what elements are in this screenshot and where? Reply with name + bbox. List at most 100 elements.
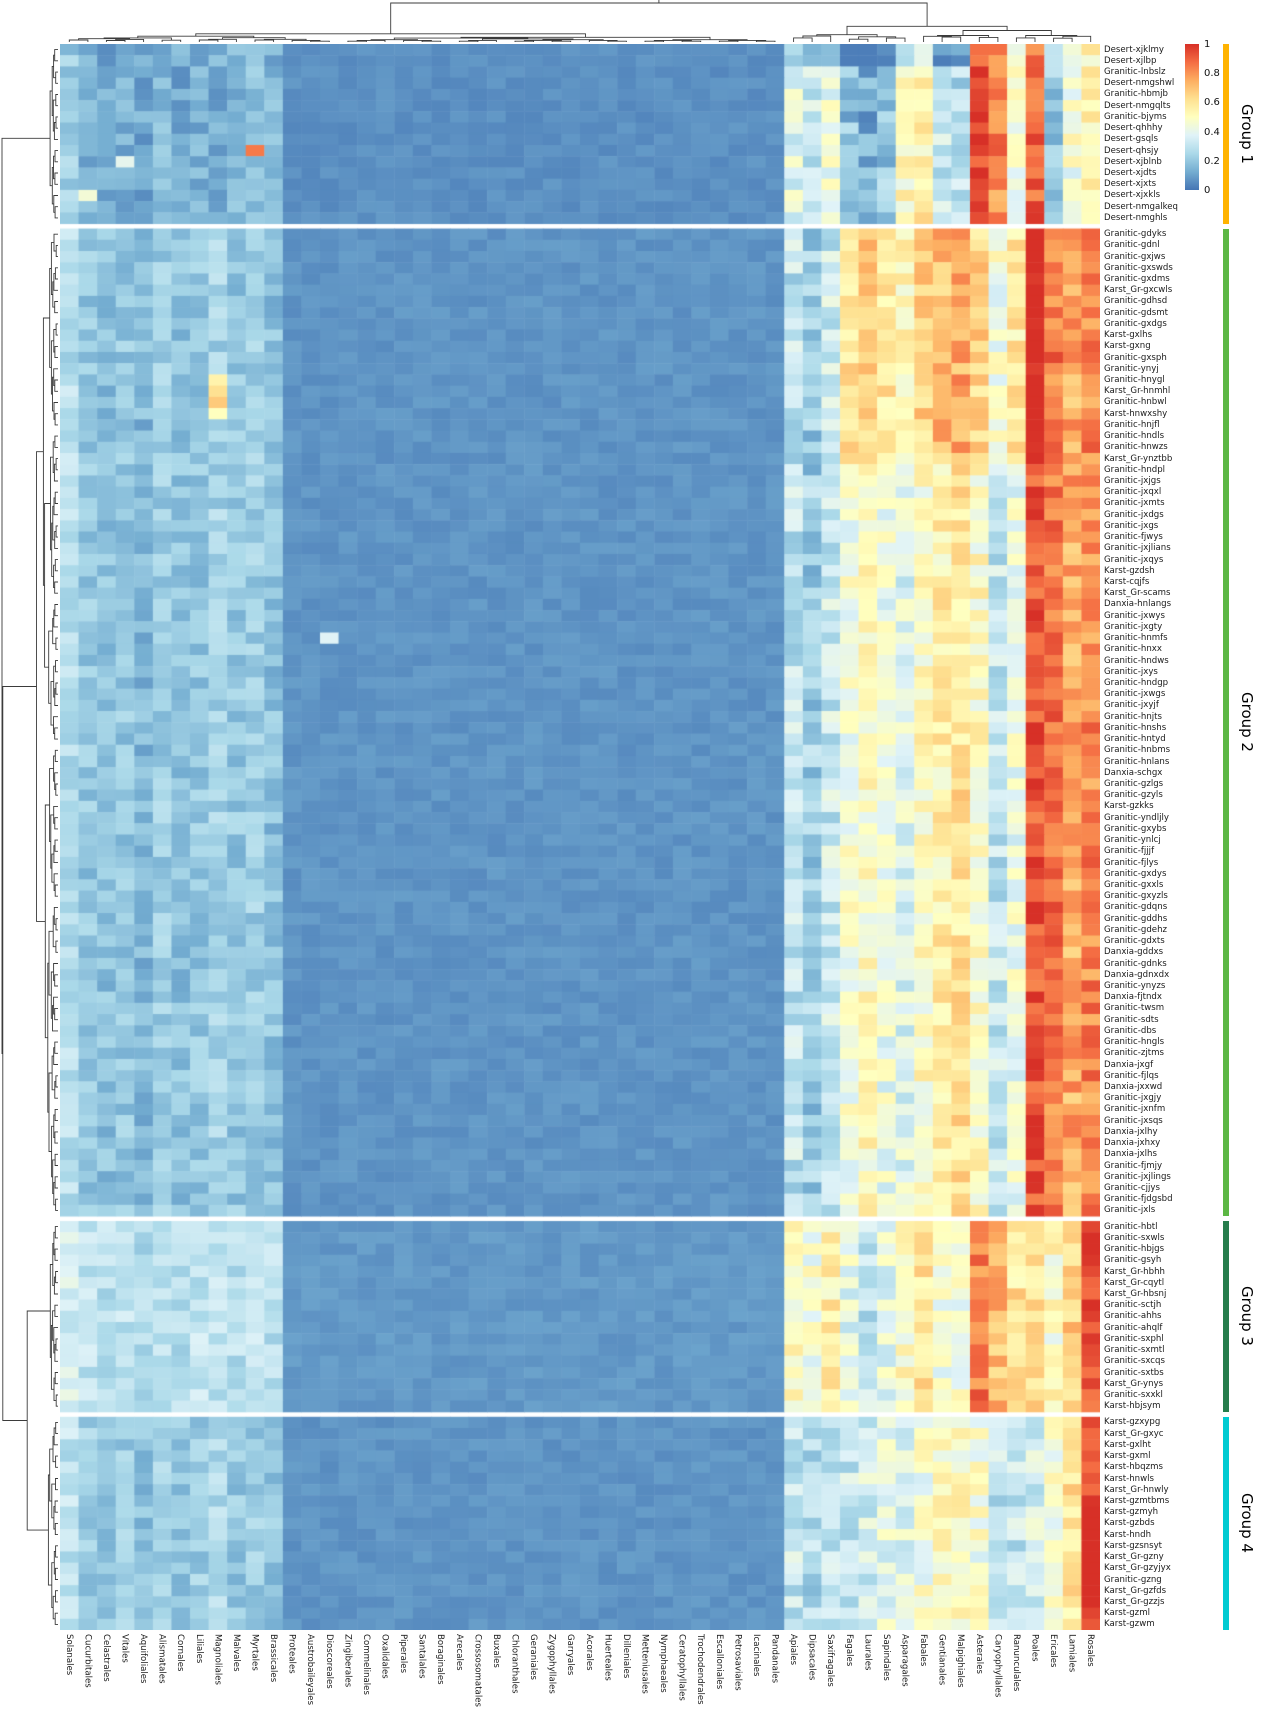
row-label: Danxia-jxxwd: [1104, 1081, 1163, 1092]
row-label: Granitic-twsm: [1104, 1003, 1165, 1014]
row-label: Granitic-gdhsd: [1104, 296, 1168, 307]
row-label: Granitic-hbmjb: [1104, 89, 1168, 100]
row-label: Desert-nmgalkeq: [1104, 201, 1179, 212]
column-label: Pandanales: [769, 1634, 780, 1684]
column-label: Asparagales: [899, 1634, 910, 1687]
row-label: Granitic-gzng: [1104, 1574, 1162, 1585]
row-label: Karst_Gr-hbsnj: [1104, 1288, 1167, 1299]
row-label: Karst_Gr-scams: [1104, 588, 1171, 599]
column-label: Cucurbitales: [82, 1634, 93, 1688]
row-label: Granitic-yndljly: [1104, 812, 1169, 823]
column-label: Alismatales: [156, 1634, 167, 1684]
column-label: Brassicales: [268, 1634, 279, 1683]
column-label: Oxalidales: [379, 1634, 390, 1679]
group-annotation-bar: [1223, 44, 1229, 224]
row-label: Desert-nmgqlts: [1104, 100, 1171, 111]
row-label: Danxia-jxhxy: [1104, 1138, 1161, 1149]
row-label: Karst_Gr-gxcwls: [1104, 285, 1173, 296]
row-label: Granitic-jxwgs: [1104, 689, 1166, 700]
column-label: Malvales: [230, 1634, 241, 1672]
column-label: Arecales: [453, 1634, 464, 1671]
group-annotation-bar: [1223, 1221, 1229, 1412]
row-label: Karst_Gr-gzny: [1104, 1552, 1164, 1563]
row-label: Danxia-jxgf: [1104, 1059, 1154, 1070]
row-label: Granitic-dbs: [1104, 1025, 1157, 1036]
row-label: Granitic-gdsmt: [1104, 307, 1169, 318]
row-label: Granitic-sxtbs: [1104, 1367, 1164, 1378]
row-label: Granitic-jxls: [1104, 1205, 1156, 1216]
row-label: Granitic-hnjts: [1104, 711, 1163, 722]
column-label: Zingiberales: [342, 1634, 353, 1688]
row-label: Karst-hbqzms: [1104, 1462, 1163, 1473]
row-label: Karst_Gr-ynys: [1104, 1378, 1164, 1389]
row-label: Granitic-ynlcj: [1104, 835, 1161, 846]
row-label: Karst-hbjsym: [1104, 1401, 1161, 1412]
row-label: Granitic-hbjgs: [1104, 1244, 1165, 1255]
column-label: Boraginales: [435, 1634, 446, 1685]
row-label: Granitic-hnxx: [1104, 644, 1162, 655]
row-label: Granitic-gzlgs: [1104, 779, 1164, 789]
row-label: Granitic-gxdgs: [1104, 318, 1167, 329]
row-label: Granitic-jxwys: [1104, 610, 1165, 621]
row-label: Granitic-jxys: [1104, 666, 1158, 677]
column-label: Geraniales: [528, 1634, 539, 1680]
column-label: Ceratophyllales: [676, 1634, 687, 1701]
row-label: Danxia-jxlhs: [1104, 1149, 1157, 1160]
row-label: Granitic-hnshs: [1104, 722, 1167, 733]
group-label: Group 2: [1238, 692, 1256, 753]
column-label: Acorales: [583, 1634, 594, 1671]
column-label: Dilleniales: [620, 1634, 631, 1679]
row-label: Danxia-jxlhy: [1104, 1126, 1158, 1137]
column-label: Sapindales: [880, 1634, 891, 1681]
row-label: Desert-nmghls: [1104, 212, 1168, 223]
column-label: Trochodendrales: [695, 1634, 706, 1705]
row-label: Danxia-fjtndx: [1104, 992, 1162, 1003]
row-dendrogram: [1, 49, 58, 1625]
column-label: Fabales: [918, 1634, 929, 1667]
row-label: Granitic-ynyzs: [1104, 980, 1166, 991]
row-label: Granitic-sxwls: [1104, 1232, 1165, 1243]
column-dendrogram: [68, 0, 1092, 42]
column-label: Ericales: [1048, 1634, 1059, 1668]
legend-colorbar: [1185, 44, 1199, 190]
row-label: Granitic-sdts: [1104, 1014, 1159, 1025]
row-label: Granitic-gxsph: [1104, 352, 1167, 363]
row-label: Desert-xjxkls: [1104, 190, 1161, 201]
column-label: Magnoliales: [212, 1634, 223, 1686]
column-label: Rosales: [1085, 1634, 1096, 1667]
row-label: Desert-qhhhy: [1104, 123, 1163, 134]
row-label: Granitic-hndws: [1104, 655, 1169, 666]
column-label: Malpighiales: [955, 1634, 966, 1688]
row-label: Granitic-hndpl: [1104, 464, 1166, 475]
column-label: Fagales: [843, 1634, 854, 1667]
row-label: Karst-cqjfs: [1104, 577, 1150, 588]
row-label: Granitic-sxcqs: [1104, 1356, 1165, 1367]
row-label: Granitic-gzyls: [1104, 790, 1163, 801]
row-label: Granitic-fjjjf: [1104, 846, 1155, 857]
column-label: Myrtales: [249, 1634, 260, 1671]
row-label: Granitic-jxgjy: [1104, 1093, 1162, 1104]
row-label: Granitic-lnbslz: [1104, 67, 1166, 78]
row-label: Granitic-sctjh: [1104, 1300, 1162, 1311]
group-annotation-bar: [1223, 1416, 1229, 1630]
column-label: Commelinales: [360, 1634, 371, 1695]
row-label: Granitic-sxxkl: [1104, 1389, 1163, 1400]
row-label: Karst-gzml: [1104, 1608, 1150, 1619]
row-label: Karst_Gr-hnmhl: [1104, 386, 1171, 397]
row-label: Granitic-zjtms: [1104, 1048, 1164, 1059]
row-label: Granitic-hnygl: [1104, 375, 1165, 386]
column-label: Crossosomatales: [472, 1634, 483, 1707]
column-label: Garryales: [565, 1634, 576, 1676]
row-label: Karst_Gr-hnwly: [1104, 1484, 1169, 1495]
legend-tick-label: 1: [1204, 39, 1211, 50]
row-label: Granitic-gddhs: [1104, 913, 1168, 924]
row-label: Karst-gxlht: [1104, 1439, 1151, 1450]
row-label: Granitic-gxybs: [1104, 823, 1167, 834]
row-label: Danxia-hnlangs: [1104, 599, 1172, 610]
row-label: Granitic-hndls: [1104, 431, 1165, 442]
legend-tick-label: 0.2: [1204, 155, 1220, 167]
column-label: Chloranthales: [509, 1634, 520, 1694]
group-label: Group 1: [1238, 103, 1256, 164]
row-label: Granitic-hnjfl: [1104, 419, 1160, 430]
